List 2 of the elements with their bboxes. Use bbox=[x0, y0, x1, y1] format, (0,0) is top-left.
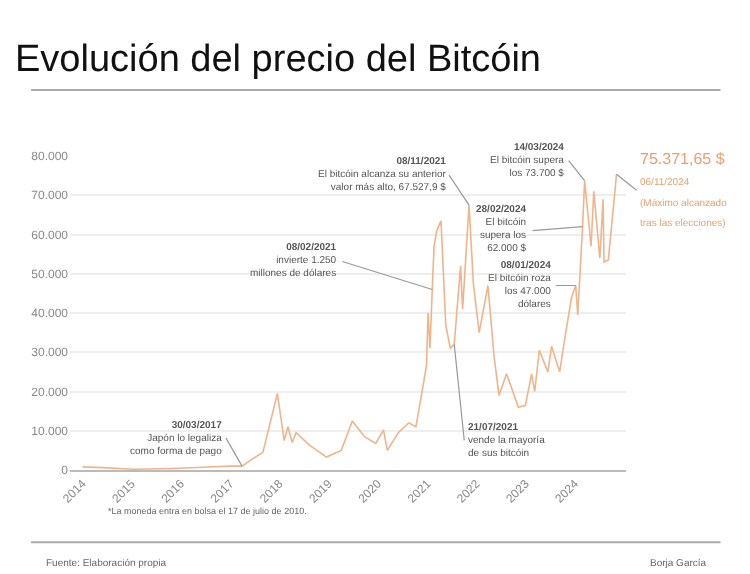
chart-title: Evolución del precio del Bitcóin bbox=[15, 38, 541, 81]
line-series bbox=[81, 173, 618, 470]
